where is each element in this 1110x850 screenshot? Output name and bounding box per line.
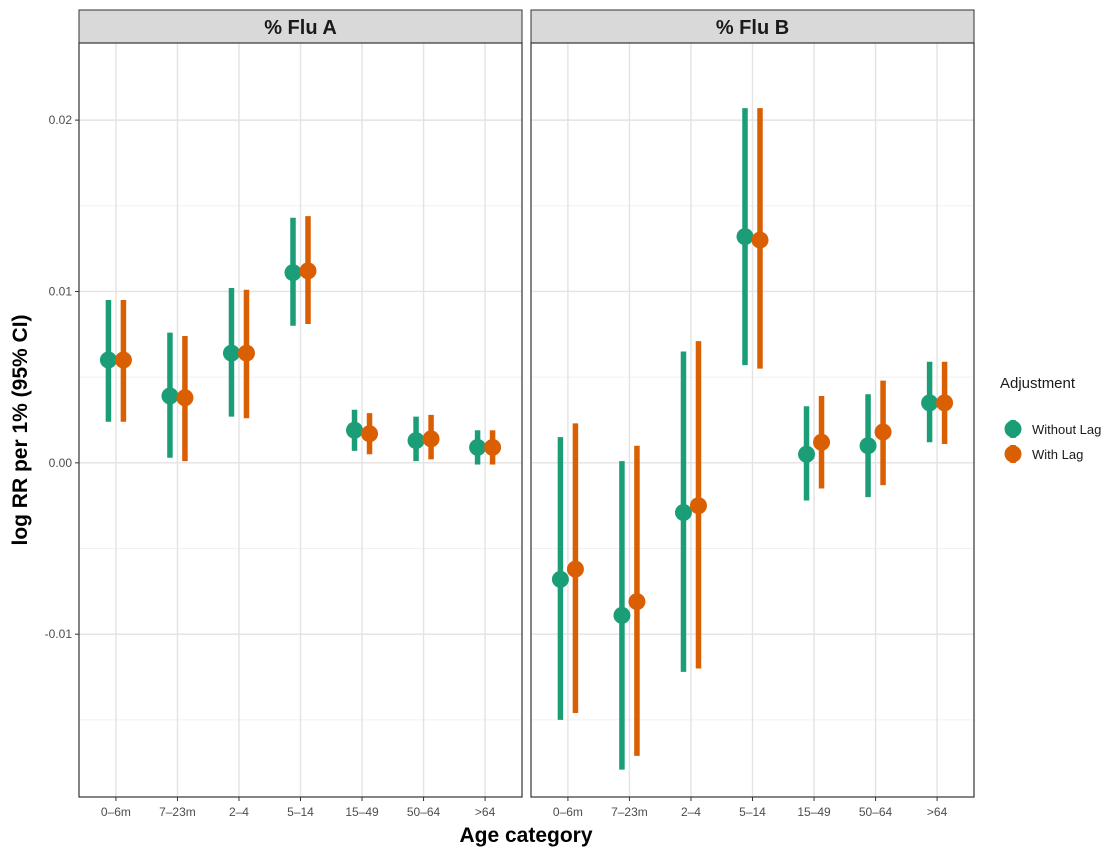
estimate-point [813, 433, 831, 451]
estimate-point [114, 351, 132, 369]
facet-panels: % Flu A0–6m 7–23m 2–4 5–14 15–49 50–64 >64% Fl… [45, 9, 975, 819]
legend-key-point [1004, 420, 1022, 438]
x-tick-label: 0–6m [101, 805, 131, 819]
y-tick-label: -0.01 [45, 627, 73, 641]
estimate-point [936, 394, 954, 412]
estimate-point [628, 593, 646, 611]
estimate-point [407, 432, 425, 450]
y-tick-label: 0.00 [49, 456, 73, 470]
estimate-point [161, 387, 179, 405]
estimate-point [874, 423, 892, 441]
estimate-point [99, 351, 117, 369]
estimate-point [674, 504, 692, 522]
legend-label: With Lag [1032, 447, 1083, 462]
estimate-point [361, 425, 379, 443]
estimate-point [299, 262, 317, 280]
x-tick-label: 5–14 [739, 805, 766, 819]
estimate-point [751, 231, 769, 249]
estimate-point [469, 438, 487, 456]
legend-label: Without Lag [1032, 422, 1101, 437]
estimate-point [689, 497, 707, 515]
facet-title: % Flu A [264, 17, 337, 39]
estimate-point [176, 389, 194, 407]
x-tick-label: 50–64 [407, 805, 441, 819]
x-tick-label: 2–4 [229, 805, 249, 819]
estimate-point [736, 228, 754, 246]
facet-strip [78, 9, 523, 44]
estimate-point [346, 421, 364, 439]
x-tick-label: 7–23m [611, 805, 648, 819]
facet-title: % Flu B [716, 17, 789, 39]
legend: Adjustment Without Lag With Lag [1000, 375, 1101, 463]
estimate-point [484, 438, 502, 456]
estimate-point [551, 570, 569, 588]
facet-panel-1: % Flu A 0–6m 7–23m 2–4 5–14 15–49 50–64 >64 [78, 9, 523, 819]
estimate-point [566, 560, 584, 578]
facet-strip [530, 9, 975, 44]
estimate-point [422, 430, 440, 448]
x-tick-label: >64 [475, 805, 496, 819]
y-tick-label: 0.01 [49, 284, 73, 298]
x-tick-label: 50–64 [859, 805, 893, 819]
estimate-point [222, 344, 240, 362]
estimate-point [921, 394, 939, 412]
x-tick-label: 15–49 [797, 805, 831, 819]
x-tick-label: 15–49 [345, 805, 379, 819]
x-tick-label: 7–23m [159, 805, 196, 819]
y-axis-title: log RR per 1% (95% CI) [9, 314, 32, 545]
x-tick-label: 0–6m [553, 805, 583, 819]
x-axis-title: Age category [459, 824, 592, 847]
estimate-point [237, 344, 255, 362]
x-tick-label: 5–14 [287, 805, 314, 819]
y-axis: -0.01 0.00 0.01 0.02 [45, 113, 79, 641]
legend-key-point [1004, 445, 1022, 463]
legend-title: Adjustment [1000, 375, 1076, 392]
facet-panel-2: % Flu B 0–6m 7–23m 2–4 5–14 15–49 50–64 >64 [530, 9, 975, 819]
x-tick-label: 2–4 [681, 805, 701, 819]
estimate-point [613, 606, 631, 624]
estimate-point [859, 437, 877, 455]
y-tick-label: 0.02 [49, 113, 73, 127]
estimate-point [798, 445, 816, 463]
x-tick-label: >64 [927, 805, 948, 819]
estimate-point [284, 264, 302, 282]
